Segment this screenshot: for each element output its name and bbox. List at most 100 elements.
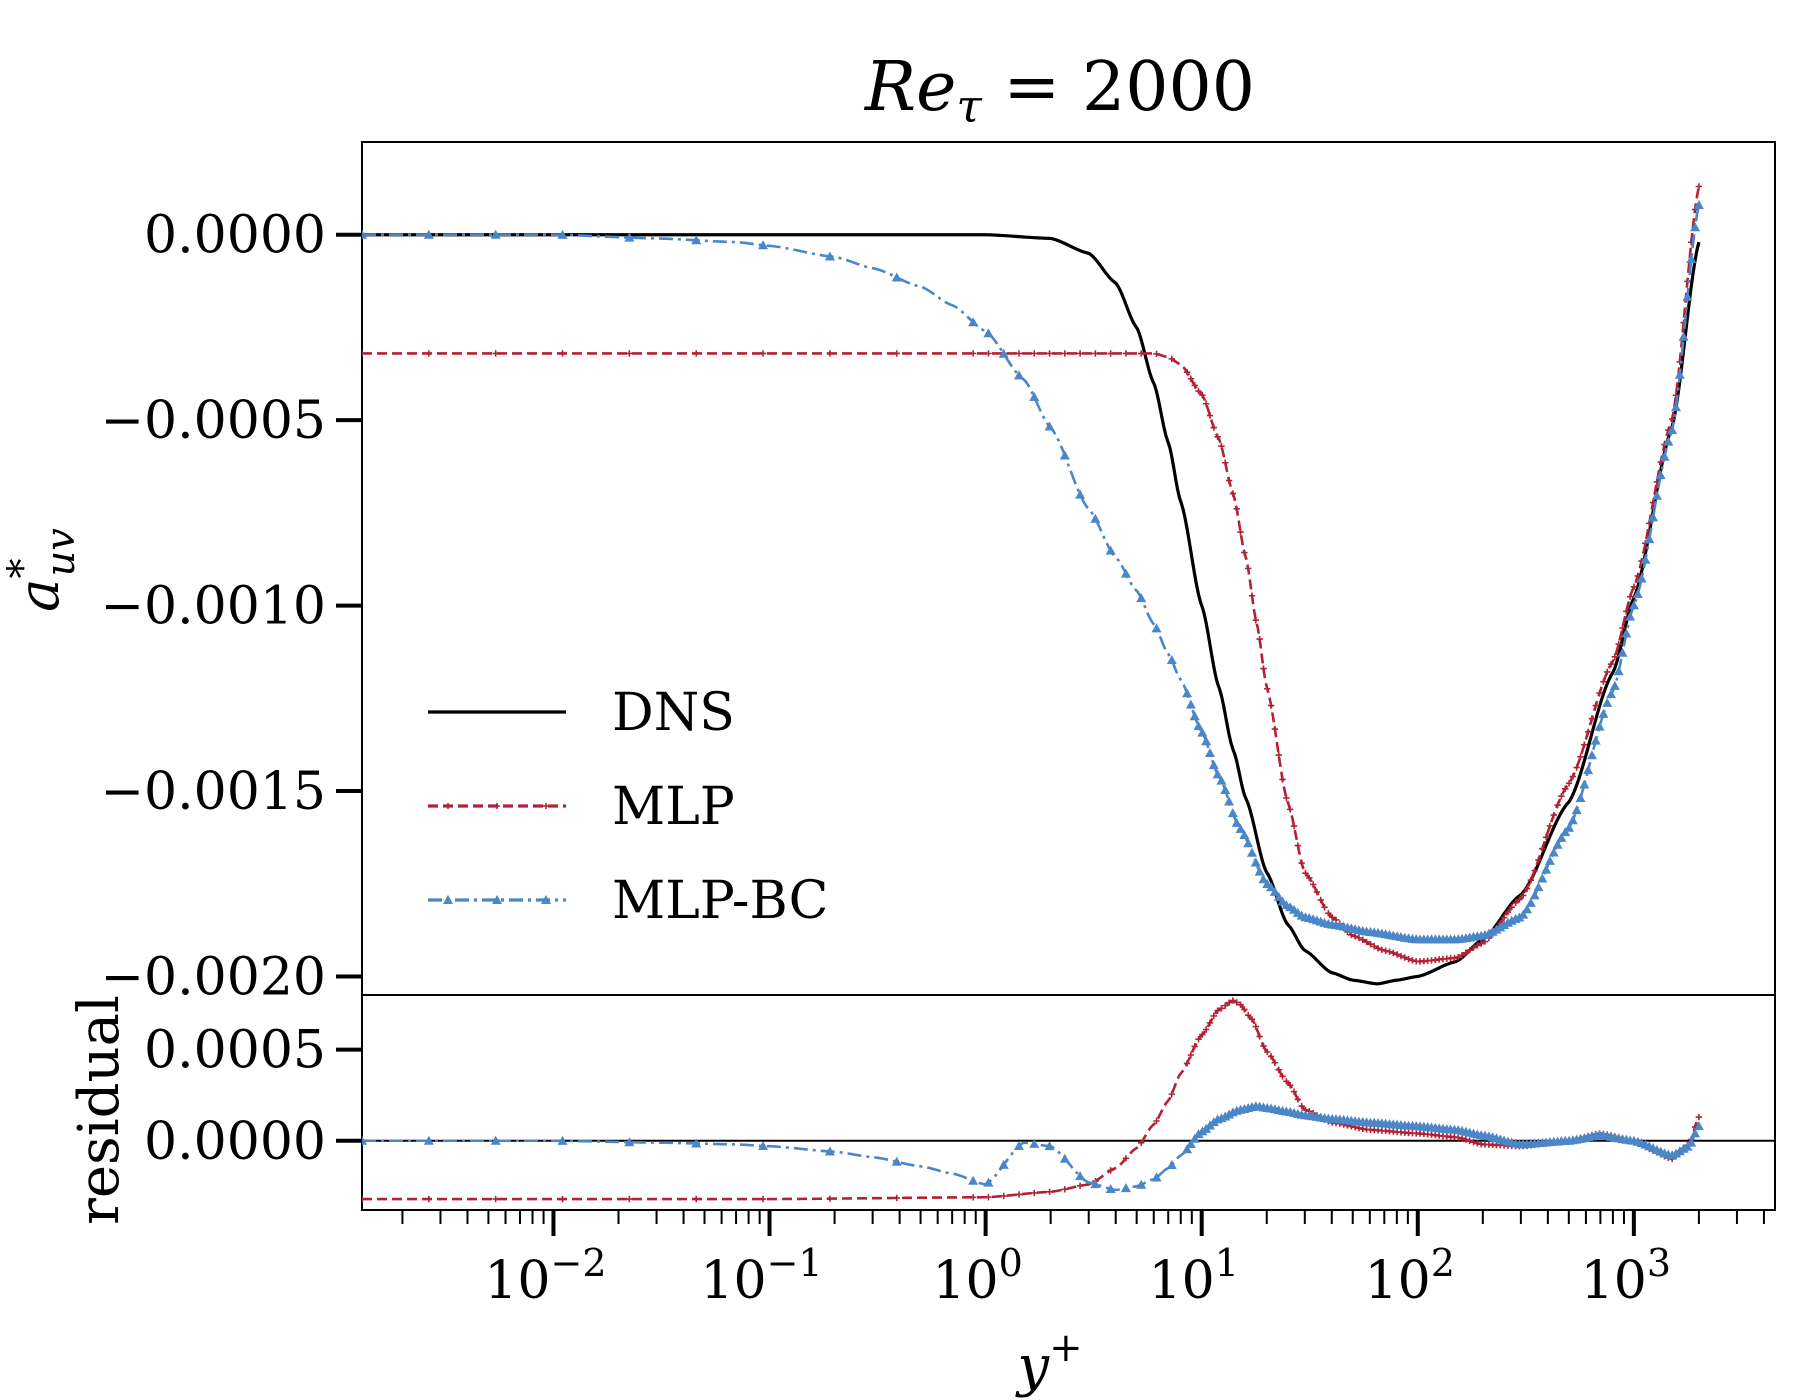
bottom-marker-mlp: [559, 1195, 566, 1203]
top-marker-mlp-bc: [1212, 769, 1223, 779]
top-marker-mlp: [1519, 892, 1527, 899]
top-marker-mlp-bc: [1491, 924, 1502, 934]
x-tick-exponent: 0: [999, 1241, 1023, 1285]
top-ytick-label: −0.0005: [100, 391, 326, 451]
title-rest: = 2000: [982, 48, 1255, 127]
x-tick-base: 10: [700, 1251, 766, 1311]
top-marker-mlp: [1619, 624, 1626, 632]
top-marker-mlp-bc: [1609, 680, 1620, 690]
top-marker-mlp: [1397, 952, 1405, 960]
top-marker-mlp: [1313, 888, 1321, 896]
bottom-marker-mlp-bc: [968, 1175, 979, 1185]
top-marker-mlp-bc: [1243, 838, 1254, 848]
top-marker-mlp-bc: [691, 235, 702, 245]
bottom-marker-mlp: [985, 1193, 992, 1201]
top-marker-mlp: [1630, 583, 1638, 590]
top-marker-mlp-bc: [1590, 735, 1601, 745]
top-marker-mlp: [1623, 608, 1630, 615]
top-marker-mlp: [1546, 822, 1554, 830]
top-marker-mlp: [1015, 350, 1023, 357]
top-marker-mlp-bc: [1136, 593, 1147, 603]
top-marker-mlp-bc: [998, 348, 1009, 358]
top-marker-mlp-bc: [1182, 688, 1193, 698]
bottom-marker-mlp: [1260, 1042, 1267, 1050]
top-marker-mlp: [1458, 951, 1466, 959]
bottom-marker-mlp: [425, 1195, 433, 1203]
bottom-marker-mlp: [1000, 1192, 1007, 1200]
bottom-marker-mlp: [1466, 1137, 1473, 1145]
bottom-marker-mlp-bc: [557, 1135, 568, 1145]
top-marker-mlp-bc: [1583, 765, 1594, 775]
top-marker-mlp: [1244, 565, 1252, 572]
x-tick-base: 10: [1581, 1251, 1647, 1311]
top-marker-mlp-bc: [1667, 425, 1678, 435]
legend-marker: [492, 895, 502, 904]
bottom-marker-mlp: [1153, 1117, 1160, 1125]
top-frame: [361, 141, 1776, 996]
bottom-marker-mlp: [1199, 1031, 1206, 1038]
bottom-series-mlp-bc: [362, 1101, 1704, 1193]
x-tick-label: 103: [1581, 1241, 1671, 1311]
top-marker-mlp: [1386, 948, 1393, 955]
top-marker-mlp: [1252, 616, 1260, 624]
top-marker-mlp-bc: [1648, 512, 1659, 522]
top-marker-mlp-bc: [1598, 708, 1609, 718]
top-marker-mlp-bc: [1537, 873, 1548, 883]
bottom-marker-mlp: [1202, 1026, 1210, 1033]
top-marker-mlp-bc: [1185, 699, 1196, 709]
top-marker-mlp-bc: [1678, 331, 1689, 341]
bottom-marker-mlp-bc: [1029, 1138, 1040, 1148]
top-marker-mlp: [1122, 350, 1130, 357]
bottom-marker-mlp-bc: [1120, 1183, 1131, 1193]
top-marker-mlp: [1202, 400, 1210, 407]
top-marker-mlp: [1527, 877, 1535, 884]
top-marker-mlp: [1076, 350, 1084, 357]
bottom-frame: [361, 994, 1776, 1211]
bottom-marker-mlp: [1187, 1051, 1195, 1059]
top-marker-mlp-bc: [1571, 805, 1582, 815]
top-marker-mlp-bc: [423, 229, 434, 239]
bottom-ytick-label: 0.0000: [144, 1112, 326, 1172]
ylabel-subscript: uv: [38, 528, 84, 577]
bottom-marker-mlp: [1229, 997, 1237, 1004]
top-marker-mlp: [1600, 678, 1607, 685]
bottom-marker-mlp: [1283, 1078, 1290, 1085]
top-marker-mlp-bc: [1201, 736, 1212, 746]
top-marker-mlp-bc: [968, 317, 979, 327]
bottom-marker-mlp: [1237, 1001, 1244, 1008]
top-marker-mlp: [1367, 940, 1374, 948]
top-marker-mlp: [1550, 811, 1557, 819]
x-tick-exponent: −2: [551, 1241, 607, 1285]
x-tick-exponent: 1: [1215, 1241, 1239, 1285]
top-marker-mlp-bc: [1166, 655, 1177, 665]
bottom-marker-mlp-bc: [1136, 1179, 1147, 1189]
top-marker-mlp-bc: [891, 272, 902, 282]
top-marker-mlp-bc: [1029, 392, 1040, 402]
top-marker-mlp-bc: [1227, 808, 1238, 818]
top-marker-mlp-bc: [1220, 785, 1231, 795]
top-marker-mlp: [1225, 477, 1233, 484]
top-marker-mlp: [759, 350, 767, 357]
bottom-marker-mlp: [1264, 1048, 1271, 1056]
bottom-marker-mlp: [1225, 999, 1233, 1006]
top-marker-mlp: [1466, 947, 1473, 954]
bottom-marker-mlp: [1214, 1007, 1221, 1014]
top-marker-mlp-bc: [1151, 623, 1162, 633]
bottom-marker-mlp: [1286, 1082, 1294, 1089]
top-marker-mlp: [893, 350, 900, 357]
top-marker-mlp: [1573, 764, 1580, 771]
top-marker-mlp-bc: [1621, 628, 1632, 638]
top-marker-mlp: [693, 350, 700, 357]
bottom-marker-mlp-bc: [490, 1135, 501, 1145]
top-marker-mlp: [1558, 793, 1565, 800]
top-marker-mlp: [1309, 881, 1317, 888]
top-line-dns: [362, 233, 1701, 986]
top-marker-mlp: [1329, 914, 1336, 921]
x-tick-base: 10: [484, 1251, 550, 1311]
top-marker-mlp: [1298, 859, 1305, 867]
x-tick-base: 10: [1365, 1251, 1431, 1311]
legend-label-dns: DNS: [612, 683, 735, 743]
top-marker-mlp: [1584, 728, 1592, 736]
top-marker-mlp: [1382, 947, 1389, 954]
top-marker-mlp-bc: [1013, 370, 1024, 380]
